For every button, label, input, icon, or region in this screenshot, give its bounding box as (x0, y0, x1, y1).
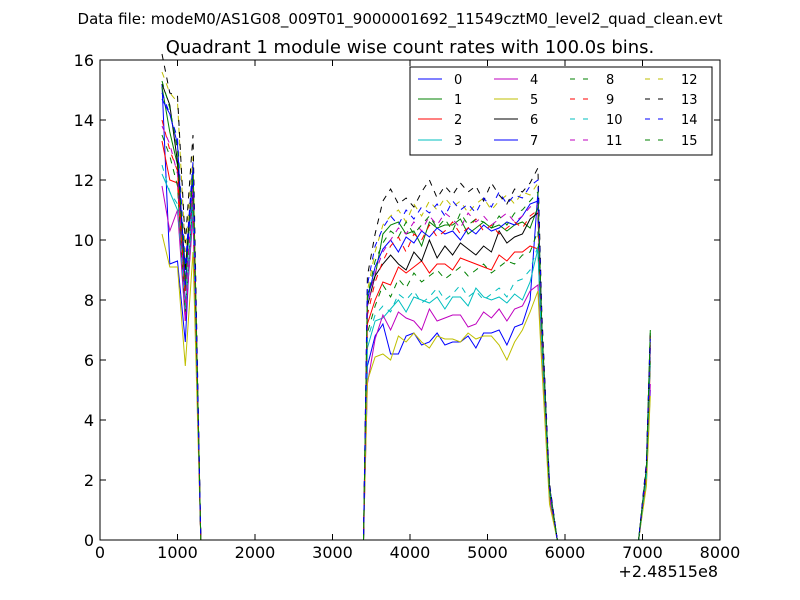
legend-label-4: 4 (530, 73, 538, 88)
plot-frame (99, 59, 721, 541)
x-tick-label: 3000 (312, 543, 353, 562)
figure-suptitle: Data file: modeM0/AS1G08_009T01_90000016… (78, 10, 723, 29)
y-tick-label: 12 (74, 171, 94, 190)
x-tick-label: 6000 (545, 543, 586, 562)
y-tick-label: 8 (84, 291, 94, 310)
x-tick-label: 4000 (390, 543, 431, 562)
legend-label-5: 5 (530, 93, 538, 108)
x-tick-label: 1000 (157, 543, 198, 562)
legend-label-13: 13 (681, 93, 698, 108)
legend-label-10: 10 (606, 113, 623, 128)
legend-label-0: 0 (454, 73, 462, 88)
legend-label-1: 1 (454, 93, 462, 108)
y-tick-label: 2 (84, 471, 94, 490)
legend-label-6: 6 (530, 113, 538, 128)
x-tick-label: 2000 (235, 543, 276, 562)
chart-title: Quadrant 1 module wise count rates with … (166, 37, 655, 58)
y-tick-label: 14 (74, 111, 94, 130)
y-tick-label: 6 (84, 351, 94, 370)
legend-label-3: 3 (454, 134, 462, 149)
x-tick-label: 7000 (622, 543, 663, 562)
legend-label-14: 14 (681, 113, 698, 128)
legend-label-11: 11 (606, 134, 623, 149)
y-tick-label: 4 (84, 411, 94, 430)
x-tick-label: 5000 (467, 543, 508, 562)
x-tick-label: 0 (95, 543, 105, 562)
legend-label-15: 15 (681, 134, 698, 149)
legend-label-9: 9 (606, 93, 614, 108)
legend-label-7: 7 (530, 134, 538, 149)
x-axis-offset-label: +2.48515e8 (618, 562, 718, 581)
x-tick-label: 8000 (700, 543, 741, 562)
legend-label-2: 2 (454, 113, 462, 128)
y-tick-label: 10 (74, 231, 94, 250)
axis-ticks: 0 1000 2000 3000 4000 5000 6000 7000 80000246810… (74, 51, 741, 562)
y-tick-label: 0 (84, 531, 94, 550)
legend-label-8: 8 (606, 73, 614, 88)
legend-label-12: 12 (681, 73, 698, 88)
y-tick-label: 16 (74, 51, 94, 70)
